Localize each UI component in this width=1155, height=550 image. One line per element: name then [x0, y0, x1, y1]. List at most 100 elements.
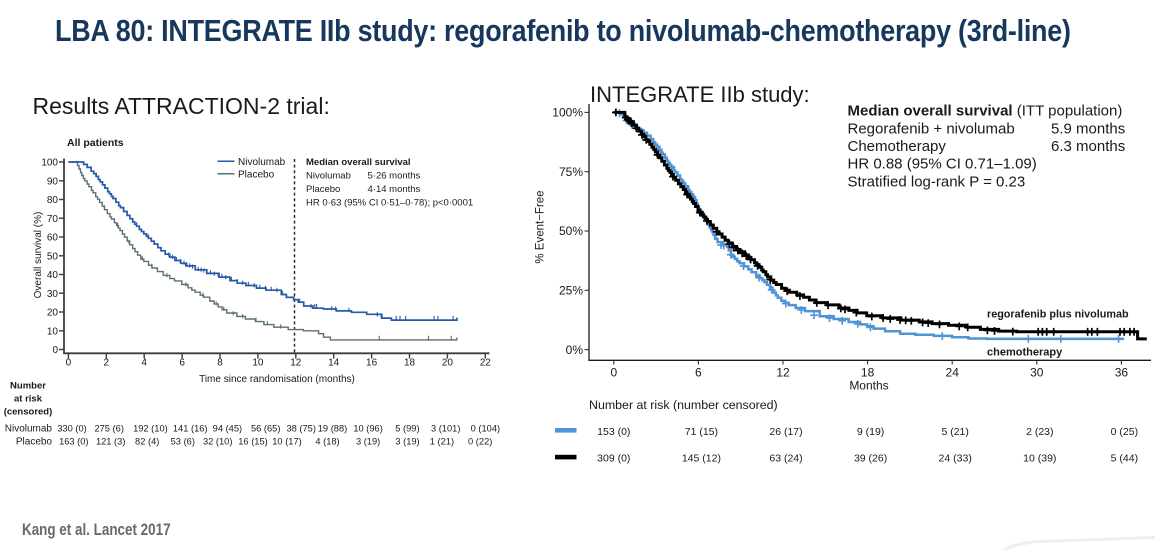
svg-text:14: 14 [328, 358, 340, 369]
svg-text:Overall survival (%): Overall survival (%) [33, 212, 44, 299]
svg-text:50: 50 [47, 251, 59, 262]
svg-text:50%: 50% [559, 224, 583, 238]
svg-text:at risk: at risk [14, 394, 43, 405]
svg-text:Months: Months [849, 379, 888, 393]
svg-text:Placebo: Placebo [306, 184, 340, 195]
svg-text:145 (12): 145 (12) [682, 452, 721, 464]
svg-text:Median overall survival: Median overall survival [306, 157, 411, 168]
svg-text:275 (6): 275 (6) [94, 424, 123, 434]
svg-text:163 (0): 163 (0) [59, 437, 88, 447]
svg-text:0 (25): 0 (25) [1111, 426, 1138, 438]
svg-text:Placebo: Placebo [16, 437, 53, 448]
svg-text:4: 4 [141, 358, 147, 369]
svg-text:3 (19): 3 (19) [356, 437, 380, 447]
svg-text:3 (19): 3 (19) [395, 437, 419, 447]
svg-text:chemotherapy: chemotherapy [987, 346, 1063, 358]
svg-text:4 (18): 4 (18) [315, 437, 339, 447]
svg-text:10 (39): 10 (39) [1023, 452, 1056, 464]
svg-text:3 (101): 3 (101) [431, 424, 460, 434]
svg-text:Regorafenib + nivolumab: Regorafenib + nivolumab [848, 120, 1015, 137]
svg-text:(censored): (censored) [4, 407, 53, 418]
svg-text:5 (44): 5 (44) [1111, 452, 1138, 464]
svg-text:10: 10 [47, 326, 59, 337]
svg-text:Nivolumab: Nivolumab [306, 171, 351, 182]
svg-text:10 (17): 10 (17) [272, 437, 301, 447]
svg-text:70: 70 [47, 214, 59, 225]
svg-text:153 (0): 153 (0) [597, 426, 630, 438]
svg-text:20: 20 [47, 308, 59, 319]
svg-text:0 (22): 0 (22) [468, 437, 492, 447]
svg-text:8: 8 [217, 358, 223, 369]
svg-text:regorafenib plus nivolumab: regorafenib plus nivolumab [987, 309, 1129, 321]
svg-text:53 (6): 53 (6) [171, 437, 195, 447]
svg-text:6: 6 [179, 358, 185, 369]
svg-text:HR 0·63 (95% CI 0·51–0·78); p<: HR 0·63 (95% CI 0·51–0·78); p<0·0001 [306, 198, 473, 209]
svg-text:0 (104): 0 (104) [471, 424, 500, 434]
svg-text:Time since randomisation (mont: Time since randomisation (months) [199, 374, 355, 385]
svg-text:25%: 25% [559, 284, 583, 298]
svg-text:0%: 0% [566, 343, 584, 357]
svg-text:80: 80 [47, 195, 59, 206]
svg-text:2 (23): 2 (23) [1026, 426, 1053, 438]
svg-text:1 (21): 1 (21) [430, 437, 454, 447]
svg-text:24: 24 [946, 366, 960, 380]
svg-text:% Event−Free: % Event−Free [535, 190, 547, 263]
svg-text:20: 20 [442, 358, 454, 369]
svg-text:90: 90 [47, 176, 59, 187]
svg-text:18: 18 [861, 366, 875, 380]
svg-text:All patients: All patients [67, 137, 124, 149]
svg-text:63 (24): 63 (24) [769, 452, 802, 464]
svg-text:Number at risk (number censore: Number at risk (number censored) [589, 398, 778, 412]
svg-text:30: 30 [47, 289, 59, 300]
svg-text:0: 0 [66, 358, 72, 369]
svg-text:5 (99): 5 (99) [395, 424, 419, 434]
svg-text:100%: 100% [552, 106, 583, 120]
svg-text:56 (65): 56 (65) [251, 424, 280, 434]
svg-text:5·26 months: 5·26 months [368, 171, 421, 182]
svg-text:38 (75): 38 (75) [286, 424, 315, 434]
svg-text:10 (96): 10 (96) [353, 424, 382, 434]
svg-text:309 (0): 309 (0) [597, 452, 630, 464]
svg-text:94 (45): 94 (45) [213, 424, 242, 434]
svg-text:0: 0 [610, 366, 617, 380]
svg-text:Chemotherapy: Chemotherapy [848, 138, 947, 155]
svg-text:HR 0.88 (95% CI 0.71–1.09): HR 0.88 (95% CI 0.71–1.09) [848, 156, 1037, 173]
svg-text:39 (26): 39 (26) [854, 452, 887, 464]
svg-text:12: 12 [776, 366, 790, 380]
svg-text:40: 40 [47, 270, 59, 281]
svg-text:16 (15): 16 (15) [238, 437, 267, 447]
svg-text:75%: 75% [559, 165, 583, 179]
svg-text:26 (17): 26 (17) [769, 426, 802, 438]
svg-text:Nivolumab: Nivolumab [238, 157, 286, 168]
svg-text:10: 10 [252, 358, 264, 369]
svg-text:100: 100 [41, 158, 58, 169]
svg-text:Placebo: Placebo [238, 169, 275, 180]
svg-text:60: 60 [47, 233, 59, 244]
svg-text:121 (3): 121 (3) [96, 437, 125, 447]
svg-text:36: 36 [1115, 366, 1129, 380]
svg-text:32 (10): 32 (10) [203, 437, 232, 447]
svg-text:192 (10): 192 (10) [133, 424, 168, 434]
svg-text:141 (16): 141 (16) [173, 424, 208, 434]
svg-text:6: 6 [695, 366, 702, 380]
svg-text:30: 30 [1030, 366, 1044, 380]
svg-text:Stratified log-rank P = 0.23: Stratified log-rank P = 0.23 [848, 173, 1026, 190]
svg-text:24 (33): 24 (33) [939, 452, 972, 464]
svg-text:330 (0): 330 (0) [57, 424, 86, 434]
svg-text:5.9 months: 5.9 months [1051, 120, 1125, 137]
svg-text:19 (88): 19 (88) [318, 424, 347, 434]
svg-text:Nivolumab: Nivolumab [5, 424, 53, 435]
svg-text:16: 16 [366, 358, 378, 369]
svg-text:18: 18 [404, 358, 416, 369]
svg-text:Number: Number [10, 381, 46, 392]
svg-text:9 (19): 9 (19) [857, 426, 884, 438]
svg-text:22: 22 [480, 358, 492, 369]
svg-text:12: 12 [290, 358, 302, 369]
svg-text:Median overall survival (ITT p: Median overall survival (ITT population) [848, 103, 1123, 120]
svg-text:82 (4): 82 (4) [135, 437, 159, 447]
svg-text:2: 2 [104, 358, 110, 369]
svg-text:4·14 months: 4·14 months [368, 184, 421, 195]
svg-text:5 (21): 5 (21) [941, 426, 968, 438]
svg-text:71 (15): 71 (15) [685, 426, 718, 438]
svg-text:6.3 months: 6.3 months [1051, 138, 1125, 155]
